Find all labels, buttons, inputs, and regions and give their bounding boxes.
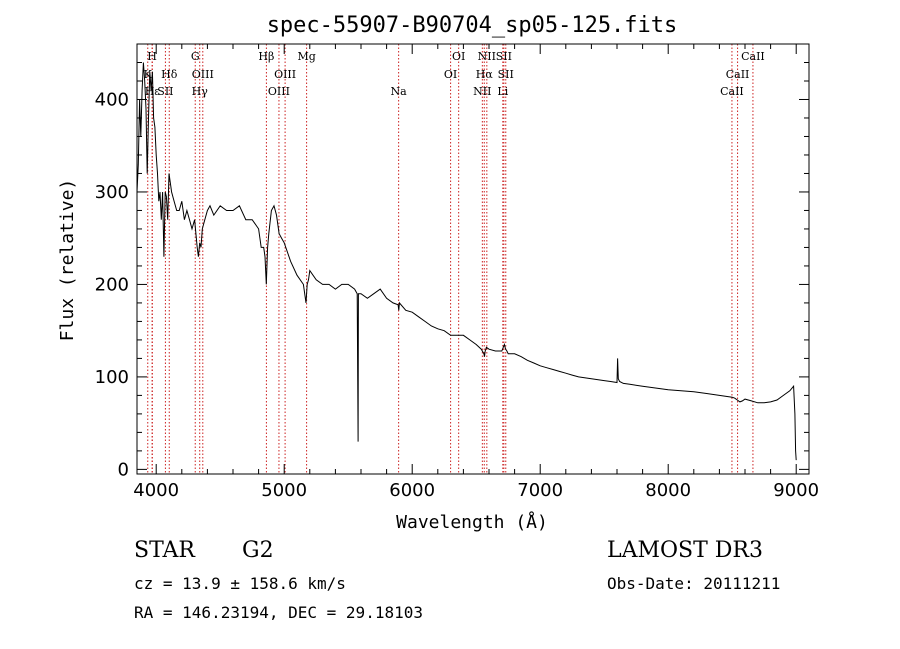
line-label-nii: NII [473,85,491,98]
chart-title: spec-55907-B90704_sp05-125.fits [267,13,678,38]
x-axis: 4000 5000 6000 7000 8000 9000 [133,44,819,501]
y-tick-label: 0 [118,459,129,480]
y-tick-label: 400 [95,89,129,110]
redshift-velocity: cz = 13.9 ± 158.6 km/s [134,574,346,593]
line-label-caii: CaII [720,85,744,98]
line-label-g: G [191,50,200,63]
line-label-hα: Hα [476,68,494,81]
line-label-caii: CaII [741,50,765,63]
x-tick-label: 7000 [517,480,563,501]
line-label-hγ: Hγ [192,85,209,98]
spectral-line-markers [147,44,754,474]
line-label-sii: SII [498,68,514,81]
y-tick-label: 300 [95,182,129,203]
line-label-hβ: Hβ [258,50,274,63]
y-axis: 0 100 200 300 400 [95,61,809,480]
line-label-oiii: OIII [268,85,290,98]
observation-date: Obs-Date: 20111211 [607,574,781,593]
line-label-caii: CaII [726,68,750,81]
line-label-na: Na [391,85,408,98]
y-tick-label: 200 [95,274,129,295]
y-tick-label: 100 [95,367,129,388]
line-label-oiii: OIII [274,68,296,81]
plot-frame [136,43,810,475]
x-tick-label: 9000 [773,480,819,501]
line-label-hδ: Hδ [161,68,178,81]
line-label-nii: NII [478,50,496,63]
object-class: STAR [134,538,195,563]
x-axis-label: Wavelength (Å) [396,511,548,533]
coordinates: RA = 146.23194, DEC = 29.18103 [134,603,423,622]
line-label-li: Li [497,85,508,98]
x-tick-label: 8000 [645,480,691,501]
survey-name: LAMOST DR3 [607,538,763,563]
x-tick-label: 5000 [261,480,307,501]
flux-series-line [136,62,797,461]
line-label-oiii: OIII [192,68,214,81]
x-tick-label: 6000 [389,480,435,501]
spectral-line-labels: KHHεSIIHδGHγOIIIHβOIIIOIIIMgNaOIOINIIHαN… [144,50,765,98]
object-subclass: G2 [242,538,274,563]
y-axis-label: Flux (relative) [57,179,78,342]
line-label-oi: OI [444,68,457,81]
line-label-k: K [144,68,153,81]
line-label-h: H [147,50,157,63]
line-label-sii: SII [496,50,512,63]
x-tick-label: 4000 [133,480,179,501]
line-label-mg: Mg [297,50,315,63]
line-label-oi: OI [452,50,465,63]
line-label-sii: SII [157,85,173,98]
